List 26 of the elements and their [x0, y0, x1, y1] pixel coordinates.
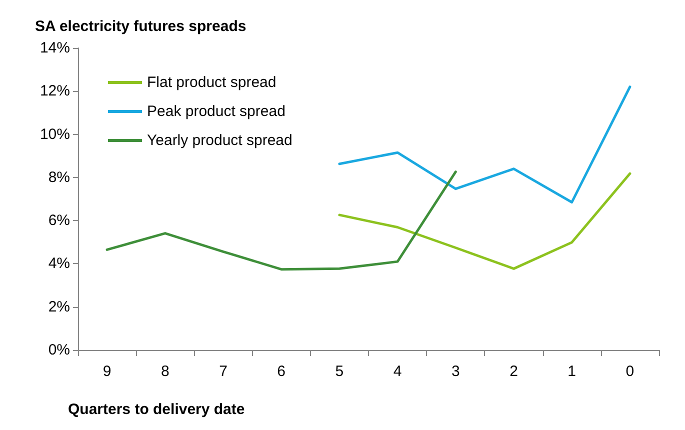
x-axis-title: Quarters to delivery date	[68, 401, 245, 418]
y-tick-label: 2%	[48, 298, 70, 316]
line-series	[106, 170, 457, 271]
x-tick-label: 0	[626, 363, 634, 380]
x-tick-label: 3	[451, 363, 460, 380]
x-tick-label: 2	[510, 363, 518, 380]
legend-label: Yearly product spread	[147, 132, 292, 149]
legend-label: Peak product spread	[147, 103, 286, 120]
x-tick-label: 8	[160, 363, 170, 380]
y-tick-label: 0%	[48, 342, 70, 358]
y-tick-label: 8%	[48, 168, 70, 186]
x-tick-label: 9	[102, 363, 112, 380]
y-tick-label: 6%	[48, 212, 70, 230]
line-series	[338, 86, 632, 204]
chart-title: SA electricity futures spreads	[35, 18, 246, 35]
y-tick-label: 12%	[40, 82, 70, 100]
y-tick-label: 10%	[40, 126, 70, 143]
x-tick-label: 1	[568, 363, 576, 380]
x-tick-label: 5	[335, 363, 344, 380]
legend-label: Flat product spread	[147, 74, 276, 91]
x-tick-label: 7	[219, 363, 228, 380]
y-tick-label: 14%	[40, 40, 70, 56]
y-tick-label: 4%	[48, 255, 70, 272]
x-tick-label: 4	[393, 363, 402, 380]
line-series	[338, 172, 632, 270]
x-tick-label: 6	[277, 363, 286, 380]
